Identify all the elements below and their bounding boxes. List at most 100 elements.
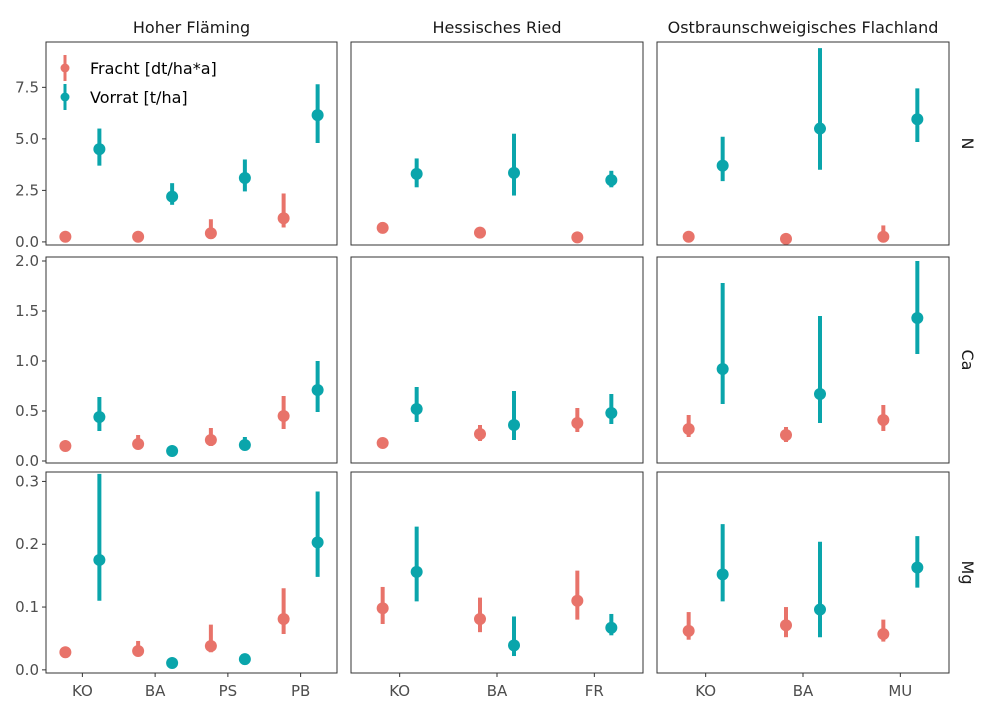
- data-point-fracht: [682, 423, 695, 435]
- panel-ca-hoher-fläming: [45, 256, 338, 464]
- data-point-vorrat: [238, 439, 251, 451]
- data-point-fracht: [474, 428, 486, 440]
- data-point-fracht: [571, 594, 584, 607]
- data-point-vorrat: [238, 653, 251, 666]
- data-point-fracht: [877, 414, 890, 426]
- data-point-vorrat: [410, 565, 423, 578]
- row-strip-label-mg: Mg: [958, 561, 977, 585]
- y-tick-label: 0.0: [15, 452, 39, 470]
- data-point-fracht: [571, 417, 584, 429]
- data-point-vorrat: [508, 639, 520, 652]
- data-point-vorrat: [814, 603, 826, 616]
- x-tick-label-mu: MU: [888, 682, 912, 700]
- panel-mg-hoher-fläming: [45, 471, 338, 674]
- data-point-fracht: [59, 646, 72, 659]
- legend-label-vorrat-t-ha: Vorrat [t/ha]: [90, 88, 188, 107]
- panel-border: [656, 41, 950, 246]
- data-point-vorrat: [911, 312, 924, 324]
- data-point-vorrat: [311, 384, 324, 396]
- data-point-fracht: [474, 226, 486, 239]
- row-strip-label-n: N: [958, 138, 977, 150]
- column-strip-label-hoher-fläming: Hoher Fläming: [133, 18, 250, 37]
- panel-ca-hessisches-ried: [350, 256, 644, 464]
- data-point-vorrat: [166, 445, 179, 457]
- data-point-fracht: [132, 645, 145, 658]
- panel-border: [45, 471, 338, 674]
- panel-n-hessisches-ried: [350, 41, 644, 246]
- x-tick-label-ps: PS: [219, 682, 238, 700]
- x-tick-label-ko: KO: [72, 682, 93, 700]
- data-point-vorrat: [311, 536, 324, 549]
- data-point-fracht: [204, 227, 217, 240]
- y-tick-label: 2.0: [15, 252, 39, 270]
- x-tick-label-ba: BA: [487, 682, 508, 700]
- y-tick-label: 7.5: [15, 78, 39, 96]
- data-point-vorrat: [814, 388, 826, 400]
- data-point-vorrat: [93, 553, 106, 566]
- y-tick-label: 1.0: [15, 352, 39, 370]
- x-tick-label-fr: FR: [585, 682, 604, 700]
- y-tick-label: 0.5: [15, 402, 39, 420]
- panel-border: [350, 41, 644, 246]
- data-point-vorrat: [605, 407, 618, 419]
- y-tick-label: 0.2: [15, 535, 39, 553]
- x-tick-label-ko: KO: [389, 682, 410, 700]
- panel-border: [656, 256, 950, 464]
- y-tick-label: 1.5: [15, 302, 39, 320]
- data-point-fracht: [682, 230, 695, 243]
- panel-n-hoher-fläming: [45, 41, 338, 246]
- data-point-fracht: [877, 628, 890, 641]
- x-tick-label-pb: PB: [291, 682, 310, 700]
- data-point-fracht: [376, 602, 389, 615]
- row-strip-label-ca: Ca: [958, 350, 977, 371]
- data-point-vorrat: [716, 568, 729, 581]
- y-tick-label: 5.0: [15, 130, 39, 148]
- data-point-vorrat: [605, 621, 618, 634]
- y-tick-label: 0.1: [15, 598, 39, 616]
- data-point-fracht: [132, 438, 145, 450]
- data-point-vorrat: [716, 363, 729, 375]
- data-point-fracht: [376, 221, 389, 234]
- data-point-fracht: [204, 434, 217, 446]
- panel-ca-ostbraunschweigisches-flachland: [656, 256, 950, 464]
- data-point-fracht: [277, 410, 290, 422]
- legend-key-point-fracht-dt-ha-a: [60, 63, 70, 73]
- data-point-vorrat: [166, 656, 179, 669]
- panel-n-ostbraunschweigisches-flachland: [656, 41, 950, 246]
- column-strip-label-ostbraunschweigisches-flachland: Ostbraunschweigisches Flachland: [668, 18, 939, 37]
- legend: Fracht [dt/ha*a] Vorrat [t/ha]: [60, 55, 217, 110]
- data-point-fracht: [59, 230, 72, 243]
- y-tick-label: 0.3: [15, 472, 39, 490]
- data-point-fracht: [780, 232, 792, 245]
- data-point-fracht: [780, 619, 792, 632]
- panel-mg-ostbraunschweigisches-flachland: [656, 471, 950, 674]
- x-tick-label-ko: KO: [695, 682, 716, 700]
- panel-border: [45, 41, 338, 246]
- data-point-fracht: [277, 612, 290, 625]
- data-point-vorrat: [508, 166, 520, 179]
- data-point-vorrat: [311, 109, 324, 122]
- panels-layer: Hoher Fläming Hessisches Ried Ostbraunschw…: [15, 18, 977, 700]
- data-point-fracht: [682, 624, 695, 637]
- data-point-vorrat: [911, 113, 924, 126]
- data-point-fracht: [877, 230, 890, 243]
- data-point-fracht: [571, 231, 584, 244]
- data-point-fracht: [376, 437, 389, 449]
- x-tick-label-ba: BA: [145, 682, 166, 700]
- data-point-vorrat: [508, 419, 520, 431]
- x-tick-label-ba: BA: [793, 682, 814, 700]
- data-point-fracht: [59, 440, 72, 452]
- panel-border: [656, 471, 950, 674]
- panel-border: [45, 256, 338, 464]
- data-point-fracht: [780, 429, 792, 441]
- data-point-vorrat: [814, 122, 826, 135]
- data-point-vorrat: [238, 172, 251, 185]
- data-point-fracht: [132, 230, 145, 243]
- y-tick-label: 0.0: [15, 233, 39, 251]
- legend-key-point-vorrat-t-ha: [60, 92, 70, 102]
- data-point-vorrat: [166, 190, 179, 203]
- legend-label-fracht-dt-ha-a: Fracht [dt/ha*a]: [90, 59, 217, 78]
- panel-border: [350, 256, 644, 464]
